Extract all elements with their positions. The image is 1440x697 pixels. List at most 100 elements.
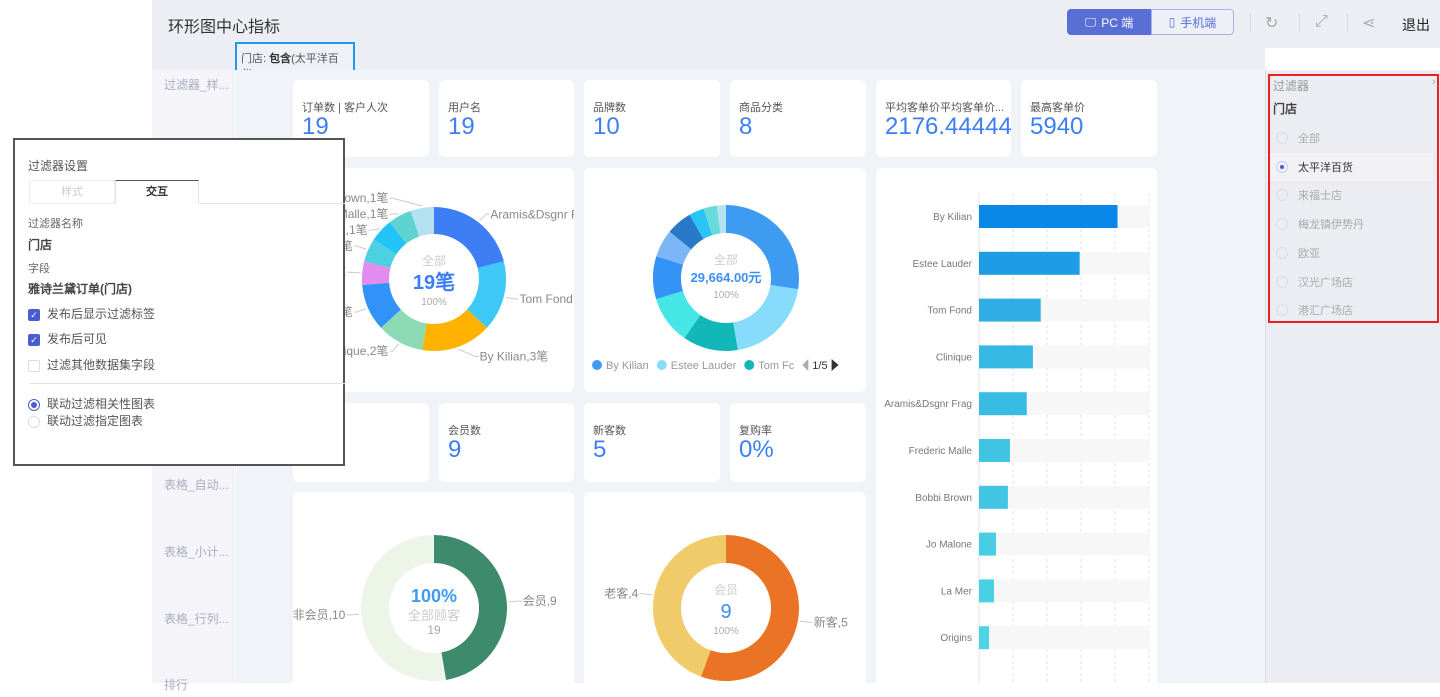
label-leader-line	[509, 601, 522, 602]
slice-label: By Kilian,3笔	[480, 349, 549, 364]
checkbox-visible[interactable]: ✓ 发布后可见	[28, 330, 107, 347]
bar-category-label: Aramis&Dsgnr Frag	[884, 399, 972, 410]
kpi-value: 19	[448, 113, 576, 141]
label-leader-line	[354, 309, 366, 312]
kpi-value: 10	[593, 113, 721, 141]
bar[interactable]	[979, 345, 1033, 368]
checkbox-show-tag[interactable]: ✓ 发布后显示过滤标签	[28, 305, 155, 322]
mobile-label: 手机端	[1180, 14, 1216, 31]
divider	[1299, 14, 1300, 32]
checkbox-empty-icon	[28, 360, 40, 372]
kpi-value: 19	[302, 113, 430, 141]
exit-button[interactable]: 退出	[1402, 15, 1430, 35]
legend-item[interactable]: Tom Fc	[758, 360, 795, 372]
bar[interactable]	[979, 299, 1041, 322]
refresh-icon[interactable]: ↻	[1265, 13, 1278, 33]
checkbox-other-datasets[interactable]: 过滤其他数据集字段	[28, 356, 155, 373]
sidebar-item[interactable]: 排行	[164, 676, 188, 693]
tab-style[interactable]: 样式	[29, 180, 115, 204]
divider	[29, 383, 345, 384]
center-main: 29,664.00元	[691, 270, 762, 285]
bar-track	[979, 533, 1149, 556]
bar-category-label: La Mer	[941, 586, 973, 597]
sidebar-item[interactable]: 表格_自动...	[164, 476, 229, 493]
divider	[1250, 14, 1251, 32]
label-leader-line	[347, 272, 360, 273]
checkbox-label: 发布后可见	[47, 332, 107, 346]
bar[interactable]	[979, 439, 1010, 462]
legend-item[interactable]: By Kilian	[606, 360, 649, 372]
checkbox-checked-icon: ✓	[28, 334, 40, 346]
label-leader-line	[389, 344, 398, 351]
bar[interactable]	[979, 626, 989, 649]
label-leader-line	[346, 614, 359, 615]
sidebar-item[interactable]: 过滤器_样...	[164, 76, 229, 93]
label-leader-line	[389, 198, 421, 206]
kpi-value: 0%	[739, 436, 867, 464]
tag-op: 包含	[269, 53, 291, 65]
bar[interactable]	[979, 579, 994, 602]
center-main: 19笔	[413, 270, 455, 294]
radio-empty-icon	[28, 416, 40, 428]
bar-category-label: Origins	[940, 633, 972, 644]
sidebar-item[interactable]: 表格_行列...	[164, 610, 229, 627]
bar-track	[979, 579, 1149, 602]
slice-label: 会员,9	[523, 594, 557, 608]
field-label: 字段	[28, 260, 50, 276]
tab-interaction[interactable]: 交互	[115, 180, 199, 204]
filter-tag[interactable]: 门店: 包含(太平洋百货)	[235, 42, 355, 73]
pc-view-button[interactable]: 🖵PC 端	[1067, 9, 1151, 35]
bar[interactable]	[979, 533, 996, 556]
bar-category-label: By Kilian	[933, 212, 972, 223]
label-leader-line	[639, 594, 652, 595]
name-label: 过滤器名称	[28, 215, 83, 231]
legend-item[interactable]: Estee Lauder	[671, 360, 737, 372]
radio-related-charts[interactable]: 联动过滤相关性图表	[28, 395, 155, 412]
tag-prefix: 门店:	[241, 53, 269, 65]
bar[interactable]	[979, 392, 1027, 415]
mobile-view-button[interactable]: ▯ 手机端	[1151, 9, 1234, 35]
monitor-icon: 🖵	[1085, 15, 1097, 30]
donut-slice[interactable]	[733, 285, 798, 350]
top-bar	[152, 0, 1440, 48]
center-main: 9	[720, 601, 731, 623]
bar[interactable]	[979, 486, 1008, 509]
phone-icon: ▯	[1169, 15, 1176, 29]
center-top: 全部	[422, 253, 446, 268]
bar[interactable]	[979, 205, 1118, 228]
checkbox-label: 发布后显示过滤标签	[47, 307, 155, 321]
name-value: 门店	[28, 236, 52, 253]
fullscreen-icon[interactable]: ⤢	[1315, 13, 1328, 31]
legend-next-icon[interactable]	[832, 359, 839, 371]
label-leader-line	[800, 621, 813, 622]
bar-category-label: Frederic Malle	[909, 446, 973, 457]
center-bottom: 100%	[713, 626, 739, 637]
slice-label: 新客,5	[814, 614, 848, 629]
sidebar-item[interactable]: 表格_小计...	[164, 543, 229, 560]
bar-category-label: Tom Fond	[928, 306, 972, 317]
legend-prev-icon[interactable]	[802, 359, 808, 371]
bar[interactable]	[979, 252, 1080, 275]
radio-specified-charts[interactable]: 联动过滤指定图表	[28, 412, 143, 429]
kpi-card[interactable]: 平均客单价平均客单价...2176.44444	[876, 80, 1011, 157]
divider	[1347, 14, 1348, 32]
share-icon[interactable]: ⋖	[1362, 13, 1375, 33]
checkbox-checked-icon: ✓	[28, 309, 40, 321]
legend-page: 1/5	[812, 360, 827, 372]
